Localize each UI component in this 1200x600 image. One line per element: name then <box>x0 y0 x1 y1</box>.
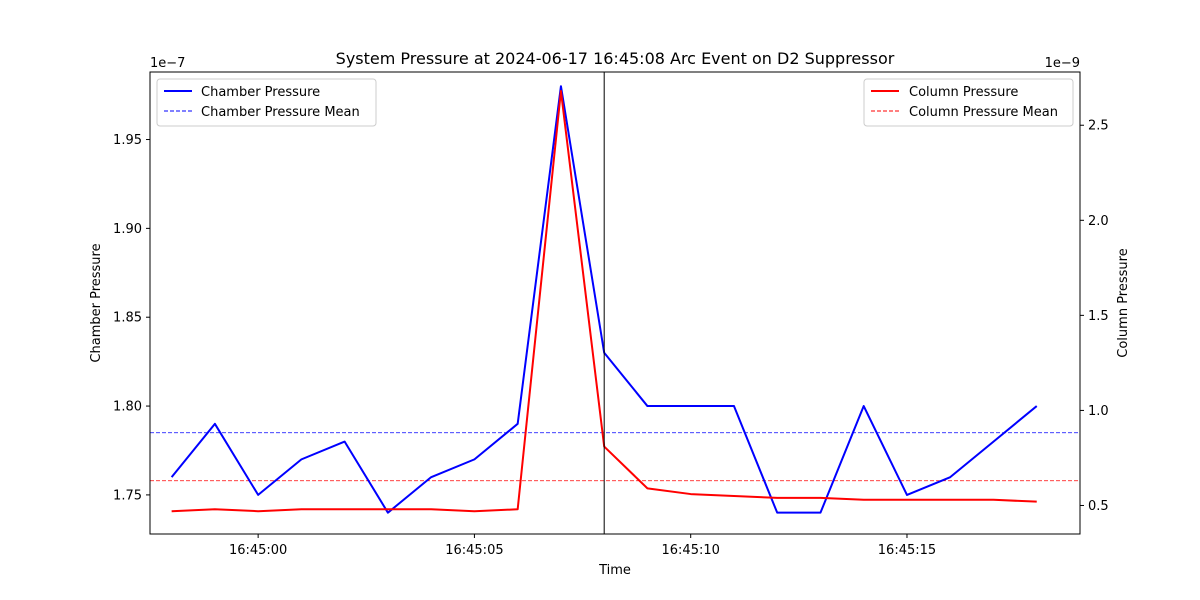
x-tick-label: 16:45:05 <box>445 543 503 558</box>
left-axis-label: Chamber Pressure <box>89 243 104 362</box>
left-tick-label: 1.85 <box>113 311 142 326</box>
legend-column-mean-label: Column Pressure Mean <box>909 105 1058 120</box>
x-axis: 16:45:00 16:45:05 16:45:10 16:45:15 <box>229 534 936 558</box>
right-tick-label: 1.0 <box>1088 404 1109 419</box>
right-axis: 0.5 1.0 1.5 2.0 2.5 <box>1080 119 1109 514</box>
left-tick-label: 1.90 <box>113 222 142 237</box>
left-axis: 1.75 1.80 1.85 1.90 1.95 <box>113 133 150 503</box>
legend-right-box <box>863 78 1074 127</box>
legend-left-box <box>156 78 377 127</box>
legend-chamber-mean-label: Chamber Pressure Mean <box>201 105 360 120</box>
right-tick-label: 2.5 <box>1088 119 1109 134</box>
legend-right: Column Pressure Column Pressure Mean <box>863 78 1074 127</box>
left-tick-label: 1.95 <box>113 133 142 148</box>
x-tick-label: 16:45:00 <box>229 543 287 558</box>
left-tick-label: 1.75 <box>113 488 142 503</box>
left-multiplier: 1e−7 <box>150 56 185 71</box>
legend-left: Chamber Pressure Chamber Pressure Mean <box>156 78 377 127</box>
right-tick-label: 0.5 <box>1088 499 1109 514</box>
legend-column-label: Column Pressure <box>909 85 1018 100</box>
plot-frame <box>149 71 1081 535</box>
right-axis-label: Column Pressure <box>1116 248 1131 357</box>
right-multiplier: 1e−9 <box>1045 56 1080 71</box>
plot-area <box>150 72 1080 534</box>
chart-title: System Pressure at 2024-06-17 16:45:08 A… <box>336 49 895 68</box>
right-tick-label: 1.5 <box>1088 309 1109 324</box>
legend-chamber-label: Chamber Pressure <box>201 85 320 100</box>
left-tick-label: 1.80 <box>113 400 142 415</box>
x-axis-label: Time <box>598 563 631 578</box>
right-tick-label: 2.0 <box>1088 214 1109 229</box>
x-tick-label: 16:45:15 <box>878 543 936 558</box>
x-tick-label: 16:45:10 <box>662 543 720 558</box>
